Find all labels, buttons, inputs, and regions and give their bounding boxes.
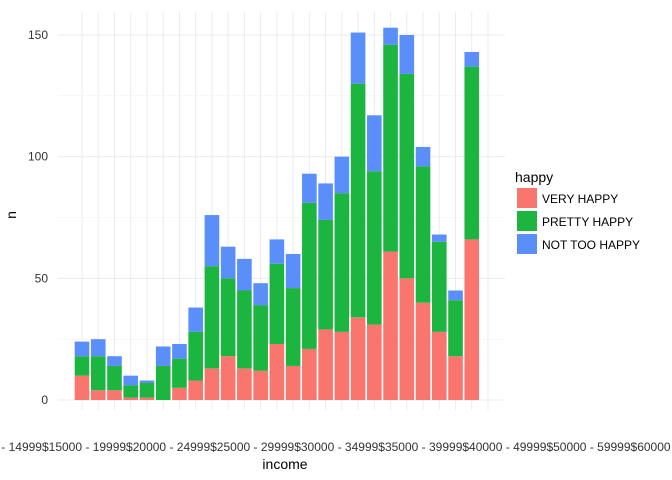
y-tick-label: 50 <box>35 271 49 285</box>
bar-segment-not-too-happy <box>302 173 317 203</box>
bar-segment-very-happy <box>74 375 90 400</box>
bar-segment-very-happy <box>253 370 268 400</box>
bar-segment-pretty-happy <box>302 202 317 349</box>
bar-segment-pretty-happy <box>253 305 268 371</box>
bar-segment-pretty-happy <box>107 365 122 391</box>
legend-key <box>517 234 537 254</box>
bar-segment-not-too-happy <box>431 234 447 242</box>
bar-segment-pretty-happy <box>204 266 220 369</box>
bar-segment-very-happy <box>350 317 366 400</box>
bar-segment-not-too-happy <box>107 356 122 366</box>
bar-segment-very-happy <box>107 390 122 400</box>
bar-segment-not-too-happy <box>253 283 268 306</box>
bar-segment-pretty-happy <box>285 288 301 366</box>
bar-segment-very-happy <box>367 324 382 400</box>
bar-segment-not-too-happy <box>172 344 187 359</box>
bar-segment-very-happy <box>220 356 236 400</box>
bar-segment-pretty-happy <box>383 44 398 252</box>
bar-segment-not-too-happy <box>334 156 350 194</box>
bar-segment-pretty-happy <box>318 219 333 330</box>
bar-segment-pretty-happy <box>431 241 447 332</box>
legend-items: VERY HAPPY PRETTY HAPPY NOT TOO HAPPY <box>517 188 640 254</box>
bar-segment-not-too-happy <box>415 146 431 167</box>
bar-segment-pretty-happy <box>155 365 171 400</box>
bar-segment-very-happy <box>448 356 463 400</box>
y-axis: 0 50 100 150 <box>28 28 48 407</box>
legend-title: happy <box>515 169 553 185</box>
bar-segment-pretty-happy <box>269 263 285 345</box>
bar-segment-not-too-happy <box>74 341 90 357</box>
legend-key <box>517 211 537 231</box>
y-tick-label: 150 <box>28 28 48 42</box>
bar-segment-not-too-happy <box>448 290 463 301</box>
y-tick-label: 0 <box>41 393 48 407</box>
bar-segment-not-too-happy <box>350 32 366 84</box>
bar-segment-very-happy <box>334 331 350 400</box>
y-tick-label: 100 <box>28 150 48 164</box>
bar-segment-very-happy <box>123 397 139 400</box>
bar-segment-not-too-happy <box>204 215 220 267</box>
bar-segment-not-too-happy <box>285 254 301 289</box>
bar-segment-pretty-happy <box>350 83 366 318</box>
legend-label: NOT TOO HAPPY <box>542 238 640 252</box>
bar-segment-very-happy <box>399 278 415 400</box>
bar-segment-pretty-happy <box>367 171 382 325</box>
bar-segment-very-happy <box>383 251 398 400</box>
bar-segment-very-happy <box>318 329 333 400</box>
bar-segment-very-happy <box>464 239 480 400</box>
bar-segment-not-too-happy <box>383 27 398 45</box>
bar-segment-not-too-happy <box>367 115 382 172</box>
bar-segment-not-too-happy <box>139 380 155 383</box>
bar-segment-very-happy <box>415 302 431 400</box>
bar-segment-very-happy <box>139 397 155 400</box>
bar-segment-very-happy <box>431 331 447 400</box>
bar-segment-not-too-happy <box>464 52 480 67</box>
bar-segment-not-too-happy <box>399 35 415 74</box>
bar-segment-not-too-happy <box>237 258 252 291</box>
y-axis-title: n <box>3 211 19 219</box>
bar-segment-not-too-happy <box>123 375 139 386</box>
bar-segment-pretty-happy <box>188 331 203 381</box>
bar-segment-very-happy <box>90 390 106 400</box>
bar-segment-pretty-happy <box>415 166 431 303</box>
bar-segment-pretty-happy <box>464 66 480 240</box>
legend-key <box>517 188 537 208</box>
bar-segment-pretty-happy <box>139 382 155 398</box>
bar-segment-not-too-happy <box>188 307 203 332</box>
bars <box>74 27 480 400</box>
bar-segment-very-happy <box>237 368 252 400</box>
bar-segment-pretty-happy <box>220 278 236 357</box>
bar-segment-not-too-happy <box>155 346 171 366</box>
bar-segment-very-happy <box>285 365 301 400</box>
bar-segment-not-too-happy <box>318 183 333 220</box>
legend: happy VERY HAPPY PRETTY HAPPY NOT TOO HAPP… <box>515 169 640 254</box>
bar-segment-not-too-happy <box>220 246 236 279</box>
bar-segment-very-happy <box>188 380 203 400</box>
bar-segment-pretty-happy <box>399 73 415 279</box>
legend-label: VERY HAPPY <box>542 192 618 206</box>
x-axis-tick-labels: UNDER $1000$1000 TO 2999$3000 TO 3999$40… <box>0 440 672 454</box>
bar-segment-very-happy <box>204 368 220 400</box>
bar-segment-pretty-happy <box>448 300 463 357</box>
bar-segment-pretty-happy <box>334 193 350 332</box>
bar-segment-very-happy <box>269 344 285 400</box>
bar-segment-pretty-happy <box>237 290 252 369</box>
bar-segment-pretty-happy <box>74 356 90 376</box>
bar-segment-pretty-happy <box>172 358 187 388</box>
bar-segment-very-happy <box>172 387 187 400</box>
x-axis-title: income <box>262 456 307 472</box>
bar-segment-very-happy <box>302 348 317 400</box>
legend-label: PRETTY HAPPY <box>542 215 633 229</box>
bar-segment-pretty-happy <box>123 385 139 398</box>
bar-segment-not-too-happy <box>90 339 106 357</box>
bar-segment-not-too-happy <box>269 239 285 264</box>
bar-segment-pretty-happy <box>90 356 106 391</box>
